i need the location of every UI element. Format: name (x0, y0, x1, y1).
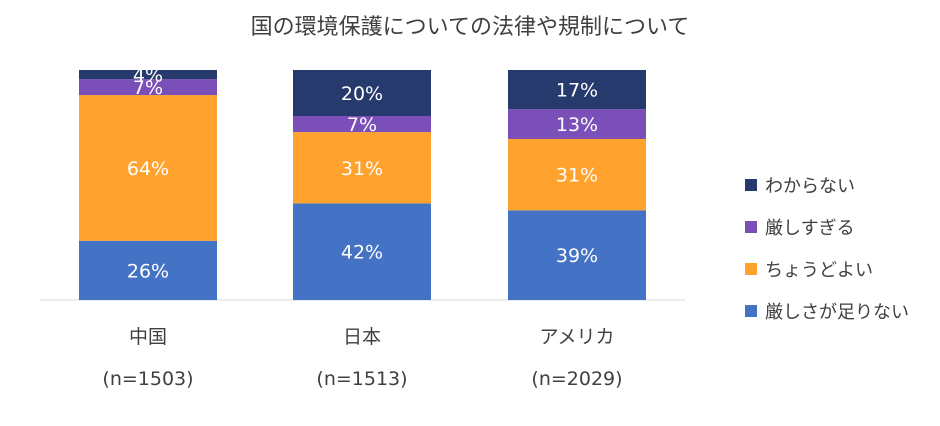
category-label-0: 中国 (129, 326, 167, 348)
category-label-1: 日本 (343, 326, 381, 348)
legend-swatch-1 (745, 221, 757, 233)
chart-title: 国の環境保護についての法律や規制について (251, 15, 690, 40)
data-label-2-1: 31% (556, 165, 598, 187)
bar-segment-0-3 (79, 70, 217, 80)
data-label-2-0: 39% (556, 245, 598, 267)
data-label-1-0: 42% (341, 242, 383, 264)
category-sample-1: (n=1513) (316, 368, 407, 390)
bar-segment-0-0 (79, 240, 217, 300)
data-label-1-2: 7% (347, 114, 377, 136)
legend-label-2: ちょうどよい (765, 260, 873, 281)
category-sample-2: (n=2029) (531, 368, 622, 390)
bar-segment-1-2 (293, 116, 431, 133)
bar-segment-1-3 (293, 70, 431, 116)
data-label-0-0: 26% (127, 260, 169, 282)
category-sample-0: (n=1503) (102, 368, 193, 390)
category-label-2: アメリカ (539, 326, 614, 348)
data-label-0-3: 4% (133, 65, 163, 87)
bars-group: 26%64%7%4%42%31%7%20%39%31%13%17% (79, 65, 646, 300)
data-label-1-3: 20% (341, 83, 383, 105)
data-label-0-1: 64% (127, 158, 169, 180)
category-labels-group: 中国 (n=1503) 日本 (n=1513) アメリカ (n=2029) (102, 326, 622, 390)
data-label-1-1: 31% (341, 158, 383, 180)
bar-segment-2-2 (508, 109, 646, 139)
data-label-0-2: 7% (133, 77, 163, 99)
data-label-2-3: 17% (556, 80, 598, 102)
legend-label-3: 厳しさが足りない (765, 302, 909, 323)
bar-segment-0-1 (79, 95, 217, 241)
legend-swatch-2 (745, 263, 757, 275)
bar-segment-1-1 (293, 132, 431, 204)
bar-segment-1-0 (293, 203, 431, 300)
bar-segment-2-3 (508, 70, 646, 110)
legend-swatch-3 (745, 305, 757, 317)
bar-segment-2-0 (508, 210, 646, 300)
bar-segment-0-2 (79, 79, 217, 96)
data-label-2-2: 13% (556, 114, 598, 136)
legend-label-0: わからない (765, 176, 855, 197)
bar-segment-2-1 (508, 139, 646, 211)
legend-label-1: 厳しすぎる (765, 218, 855, 239)
legend-swatch-0 (745, 179, 757, 191)
